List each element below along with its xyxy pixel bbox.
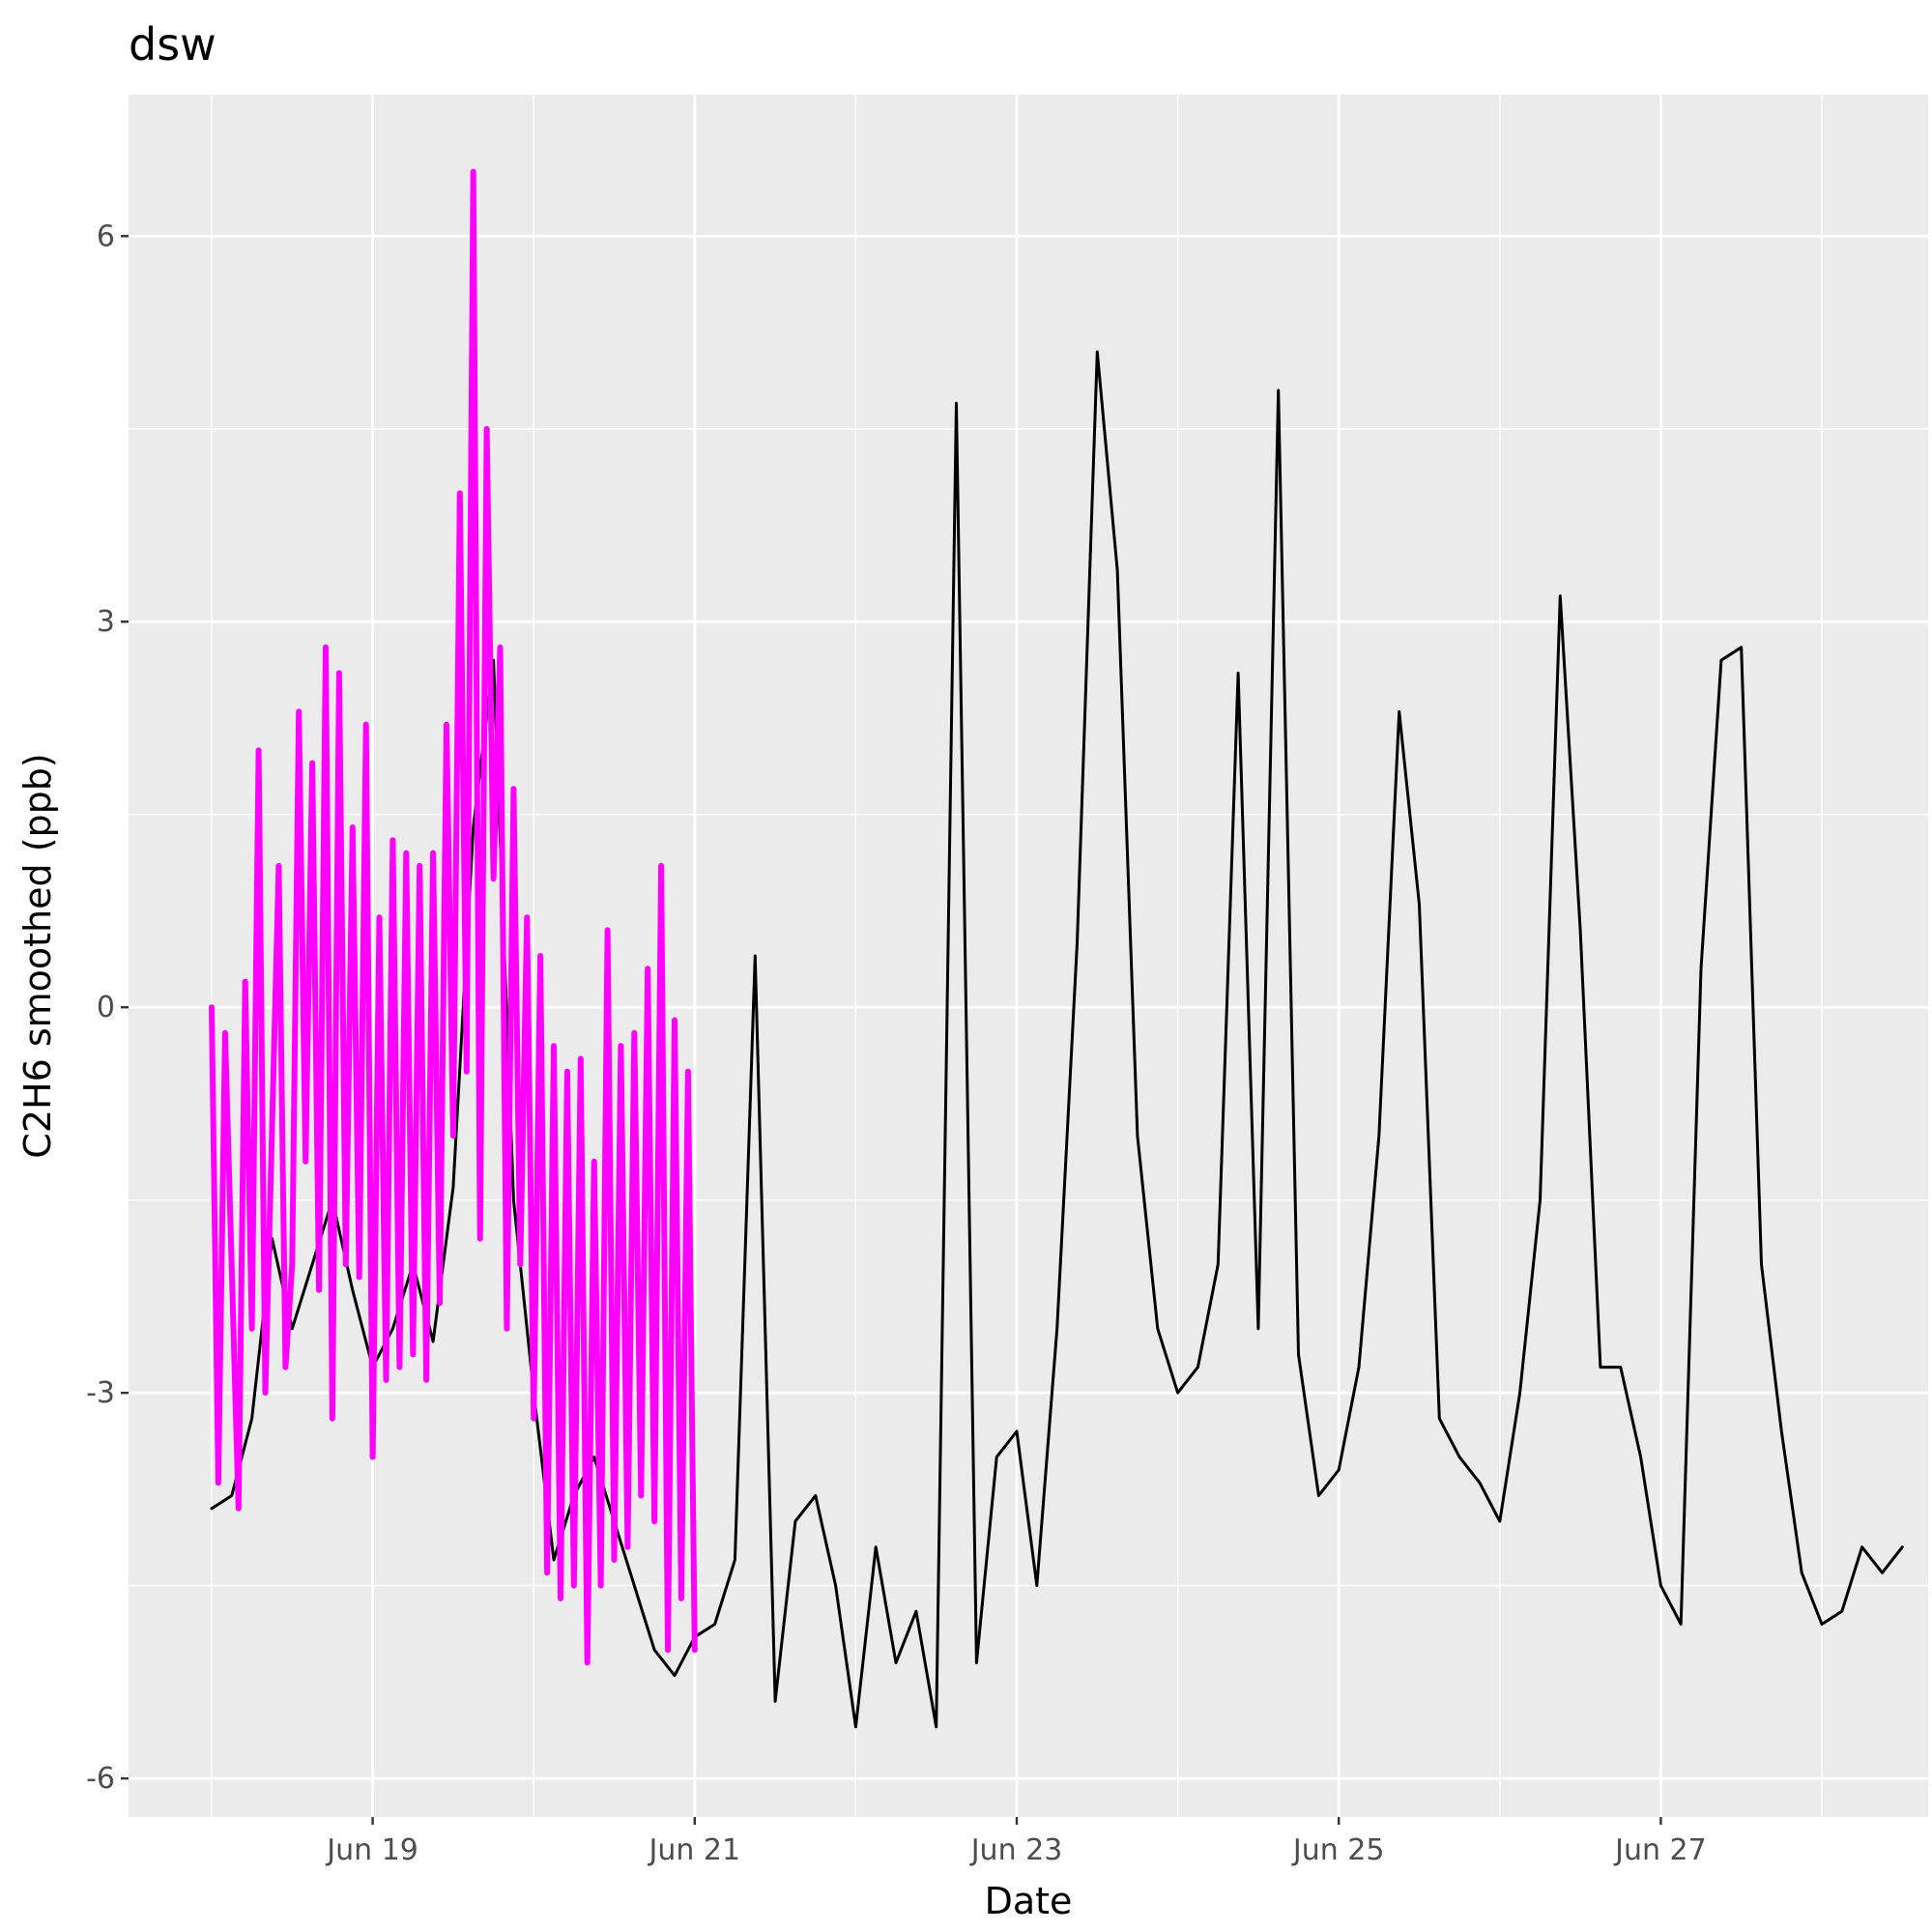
y-axis: -6 -3 0 3 6 [86,219,129,1796]
x-axis-title: Date [985,1880,1073,1922]
x-tick-label: Jun 27 [1613,1833,1707,1867]
x-tick-label: Jun 19 [325,1833,418,1867]
grid-major [129,95,1928,1817]
plot-panel [129,95,1928,1817]
x-tick-label: Jun 23 [969,1833,1063,1867]
y-tick-label: -6 [86,1762,115,1796]
series-line-magenta [209,168,698,1666]
x-tick-label: Jun 25 [1291,1833,1385,1867]
series-line-black [210,350,1904,1729]
x-axis: Jun 19 Jun 21 Jun 23 Jun 25 Jun 27 [325,1817,1707,1867]
y-tick-label: 6 [97,219,115,253]
x-tick-label: Jun 21 [648,1833,741,1867]
chart-title: dsw [129,18,216,71]
y-tick-label: 0 [97,991,115,1024]
y-tick-label: -3 [86,1376,115,1410]
series-layer [209,168,1904,1729]
y-tick-label: 3 [97,605,115,639]
y-axis-title: C2H6 smoothed (ppb) [16,753,59,1158]
